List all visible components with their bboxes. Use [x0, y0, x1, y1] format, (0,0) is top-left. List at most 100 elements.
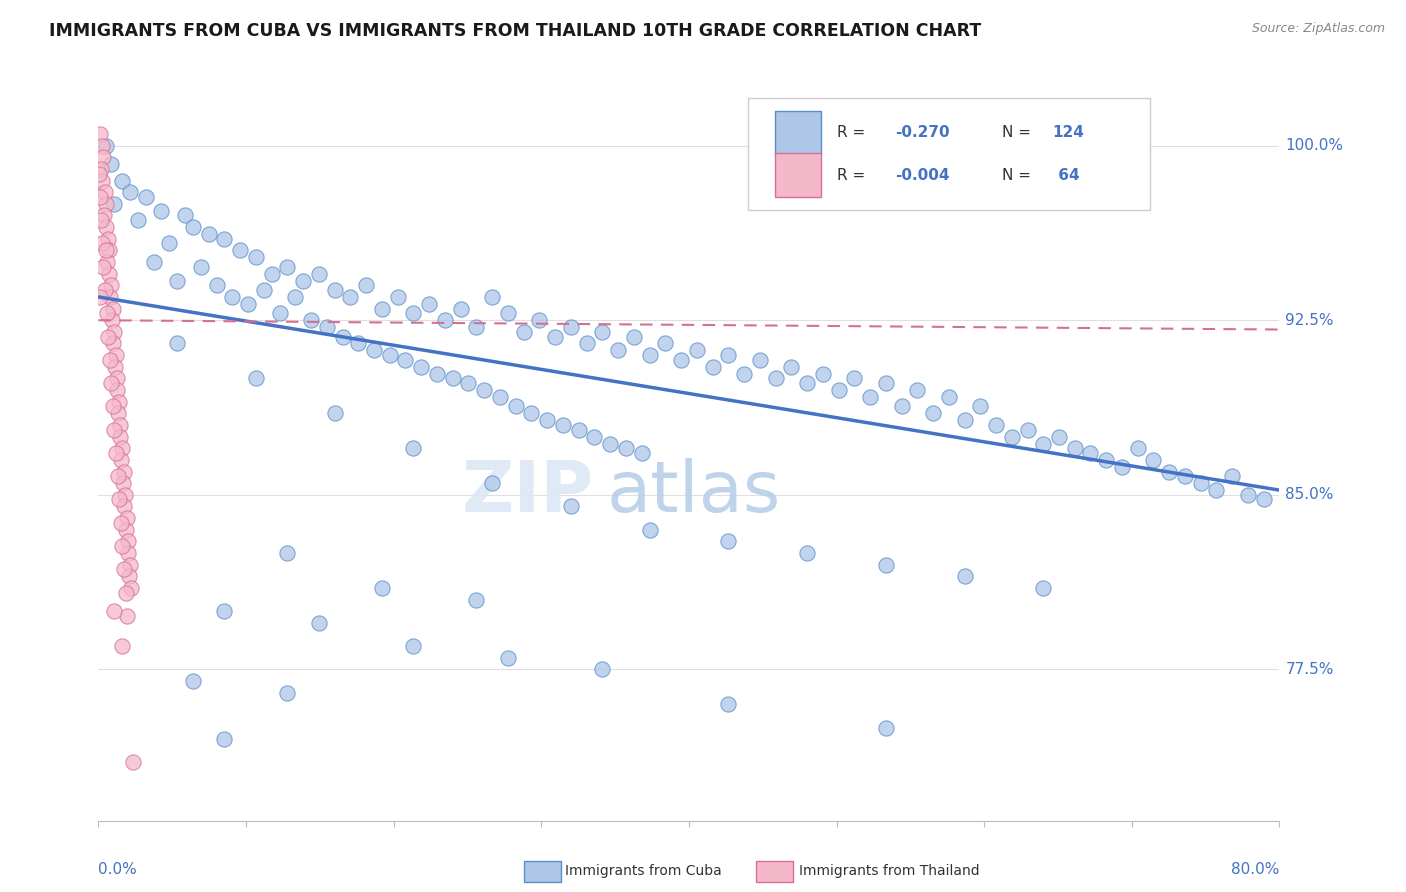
Point — [418, 297, 440, 311]
Point — [150, 203, 173, 218]
Point — [135, 190, 157, 204]
Point — [875, 721, 897, 735]
Point — [91, 150, 114, 164]
Point — [103, 325, 125, 339]
Point — [117, 546, 139, 560]
Point — [110, 453, 132, 467]
Point — [733, 367, 755, 381]
Point — [315, 320, 337, 334]
Point — [844, 371, 866, 385]
Point — [104, 348, 127, 362]
Point — [157, 236, 180, 251]
Point — [91, 173, 114, 187]
Point — [702, 359, 724, 374]
Point — [1205, 483, 1227, 497]
Point — [607, 343, 630, 358]
Point — [101, 313, 124, 327]
Point — [1032, 581, 1054, 595]
Point — [284, 290, 307, 304]
Point — [96, 306, 118, 320]
Text: 80.0%: 80.0% — [1232, 862, 1279, 877]
Point — [96, 255, 118, 269]
Point — [875, 558, 897, 572]
Point — [505, 400, 527, 414]
Point — [568, 423, 591, 437]
Point — [347, 336, 370, 351]
Point — [111, 442, 134, 455]
Point — [292, 274, 315, 288]
Point — [111, 639, 134, 653]
Point — [269, 306, 291, 320]
Point — [411, 359, 433, 374]
Point — [630, 446, 652, 460]
Point — [103, 604, 125, 618]
Point — [890, 400, 912, 414]
Text: 85.0%: 85.0% — [1285, 487, 1334, 502]
Point — [796, 546, 818, 560]
Point — [489, 390, 512, 404]
Point — [953, 569, 976, 583]
Point — [111, 476, 134, 491]
Point — [181, 673, 204, 688]
Point — [496, 650, 519, 665]
Point — [1080, 446, 1102, 460]
Point — [110, 516, 132, 530]
Point — [98, 244, 121, 258]
Point — [717, 698, 740, 712]
Point — [214, 232, 236, 246]
Point — [1220, 469, 1243, 483]
Point — [378, 348, 401, 362]
Text: Immigrants from Cuba: Immigrants from Cuba — [565, 864, 721, 879]
Point — [110, 417, 132, 432]
Point — [371, 581, 394, 595]
Point — [122, 756, 145, 770]
Point — [614, 442, 637, 455]
Point — [97, 267, 120, 281]
Point — [90, 138, 112, 153]
Point — [90, 236, 112, 251]
Point — [827, 383, 849, 397]
Point — [94, 283, 117, 297]
Point — [426, 367, 449, 381]
Point — [717, 534, 740, 549]
Point — [118, 185, 141, 199]
Point — [214, 604, 236, 618]
Point — [1095, 453, 1118, 467]
Point — [103, 423, 125, 437]
Point — [107, 406, 129, 420]
FancyBboxPatch shape — [775, 153, 821, 197]
Point — [142, 255, 165, 269]
Point — [387, 290, 409, 304]
Point — [638, 523, 661, 537]
Text: Source: ZipAtlas.com: Source: ZipAtlas.com — [1251, 22, 1385, 36]
Point — [98, 352, 121, 367]
Point — [465, 592, 488, 607]
Point — [181, 220, 204, 235]
Point — [118, 558, 141, 572]
Point — [875, 376, 897, 390]
Point — [221, 290, 243, 304]
Point — [245, 371, 267, 385]
Point — [472, 383, 495, 397]
Point — [969, 400, 991, 414]
Point — [560, 320, 582, 334]
Point — [402, 306, 425, 320]
Point — [591, 325, 613, 339]
Point — [93, 260, 115, 274]
Point — [496, 306, 519, 320]
Point — [103, 197, 125, 211]
Point — [112, 465, 135, 479]
Point — [107, 469, 129, 483]
Point — [1142, 453, 1164, 467]
FancyBboxPatch shape — [748, 98, 1150, 210]
Text: 0.0%: 0.0% — [98, 862, 138, 877]
Point — [96, 197, 118, 211]
Point — [1237, 488, 1260, 502]
Text: 64: 64 — [1053, 168, 1080, 183]
Point — [984, 417, 1007, 432]
Point — [457, 376, 479, 390]
Point — [197, 227, 219, 241]
Point — [599, 436, 621, 450]
Point — [717, 348, 740, 362]
Point — [98, 290, 121, 304]
